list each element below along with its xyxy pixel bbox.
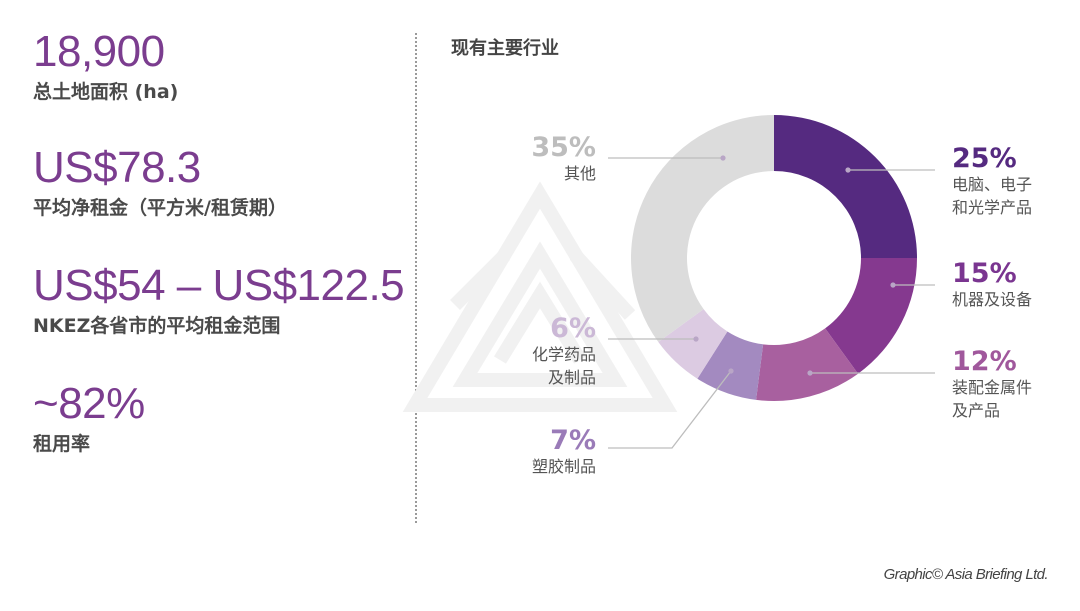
leader-dot <box>728 368 734 374</box>
callout-percent: 15% <box>952 258 1017 289</box>
stat-rent-range: US$54 – US$122.5 NKEZ各省市的平均租金范围 <box>33 261 405 338</box>
callout-machinery: 15% 机器及设备 <box>952 260 1032 311</box>
callout-percent: 6% <box>550 313 596 344</box>
leader-dot <box>807 370 813 376</box>
watermark-logo-icon <box>402 181 678 412</box>
dotted-divider <box>415 33 417 523</box>
chart-title: 现有主要行业 <box>451 38 559 59</box>
callout-label: 和光学产品 <box>952 198 1033 217</box>
callout-computers-electronics: 25% 电脑、电子 和光学产品 <box>952 145 1032 219</box>
segment-plastics <box>697 331 764 400</box>
callout-label: 及制品 <box>547 368 596 387</box>
stat-value: US$78.3 <box>33 143 201 192</box>
stat-label: 租用率 <box>33 433 91 455</box>
stat-average-net-rent: US$78.3 平均净租金（平方米/租赁期） <box>33 146 287 220</box>
callout-chemicals: 6% 化学药品 及制品 <box>532 315 596 389</box>
callout-percent: 35% <box>531 132 596 163</box>
callout-label: 塑胶制品 <box>531 457 596 476</box>
stat-label: 平均净租金（平方米/租赁期） <box>33 197 287 219</box>
stat-label: NKEZ各省市的平均租金范围 <box>33 315 281 337</box>
stat-value: US$54 – US$122.5 <box>33 261 405 310</box>
callout-percent: 7% <box>550 425 596 456</box>
callout-fabricated-metals: 12% 装配金属件 及产品 <box>952 348 1032 422</box>
stat-occupancy-rate: ~82% 租用率 <box>33 382 145 456</box>
stat-total-land-area: 18,900 总土地面积 (ha) <box>33 30 178 104</box>
callout-label: 装配金属件 <box>952 378 1033 397</box>
callout-percent: 12% <box>952 346 1017 377</box>
segment-fabricated-metals <box>756 328 859 401</box>
leader-dot <box>845 167 851 173</box>
leader-line <box>608 370 732 449</box>
segment-others <box>631 115 774 343</box>
callout-label: 机器及设备 <box>952 290 1033 309</box>
leader-dot <box>890 282 896 288</box>
stat-value: ~82% <box>33 379 145 428</box>
callout-label: 其他 <box>563 164 596 183</box>
graphic-credit: Graphic© Asia Briefing Ltd. <box>883 566 1049 583</box>
stat-label: 总土地面积 (ha) <box>33 81 179 103</box>
callout-label: 电脑、电子 <box>952 175 1033 194</box>
leader-dot <box>720 155 726 161</box>
callout-label: 化学药品 <box>531 345 596 364</box>
stat-value: 18,900 <box>33 27 165 76</box>
segment-computers-electronics <box>774 115 917 258</box>
callout-plastics: 7% 塑胶制品 <box>532 427 596 478</box>
segment-chemicals <box>658 309 728 379</box>
callout-others: 35% 其他 <box>531 134 596 185</box>
leader-dot <box>693 336 699 342</box>
callout-percent: 25% <box>952 143 1017 174</box>
callout-label: 及产品 <box>952 401 1001 420</box>
